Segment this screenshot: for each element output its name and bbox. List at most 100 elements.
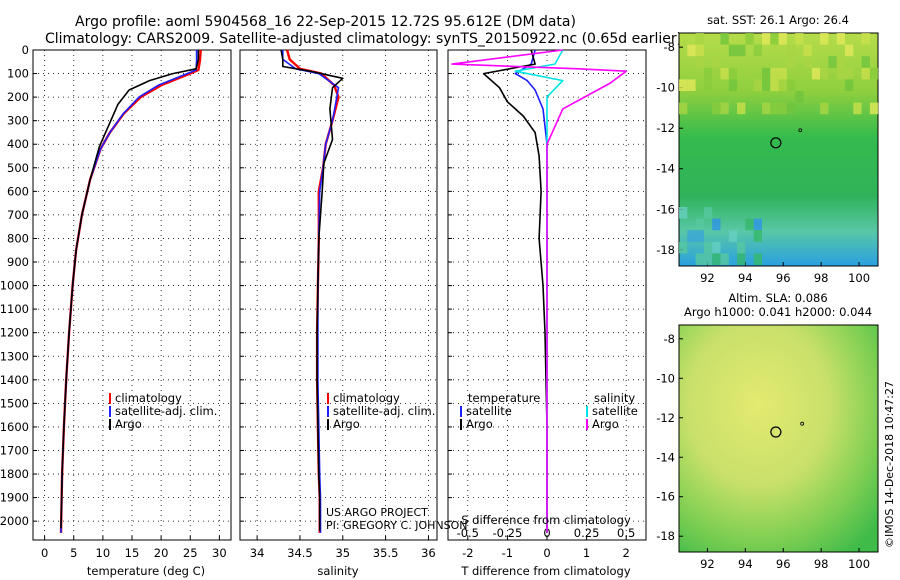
- salinity-panel: 34 34.5 35 35.5 36: [239, 49, 438, 560]
- sst-cell: [770, 67, 779, 80]
- sst-cell: [786, 44, 796, 57]
- sst-cell: [753, 79, 762, 91]
- y-tick-label: 1500: [0, 396, 29, 410]
- map-y-tick-label: -16: [656, 202, 675, 216]
- sst-cell: [687, 44, 696, 57]
- legend-label-satellite: satellite-adj. clim.: [333, 404, 435, 418]
- sst-cell: [778, 33, 787, 45]
- sst-cell: [703, 207, 713, 219]
- sst-cell: [762, 67, 771, 80]
- map-x-tick-label: 92: [700, 271, 715, 285]
- map-x-tick-label: 96: [776, 557, 791, 571]
- sst-cell: [679, 102, 688, 115]
- map-x-tick-label: 96: [776, 271, 791, 285]
- sst-cell: [869, 67, 879, 80]
- y-tick-label: 1800: [0, 467, 29, 481]
- sla-map-title-line1: Altim. SLA: 0.086: [728, 291, 827, 305]
- sst-cell: [853, 102, 862, 115]
- series-line-t-satellite: [514, 49, 548, 533]
- map-y-tick-label: -12: [656, 121, 675, 135]
- sst-map: 92 94 96 98 100 -8 -10 -12 -14 -16 -18: [656, 32, 879, 285]
- sst-cell: [695, 56, 704, 68]
- y-tick-label: 900: [7, 255, 29, 269]
- legend-label-argo: Argo: [333, 417, 360, 431]
- timestamp: ©IMOS 14-Dec-2018 10:47:27: [883, 381, 896, 548]
- salinity-legend: climatology satellite-adj. clim. Argo: [327, 391, 435, 431]
- sst-cell: [753, 253, 762, 265]
- legend-label-t-satellite: satellite: [466, 404, 512, 418]
- map-y-tick-label: -14: [656, 450, 675, 464]
- map-y-tick-label: -18: [656, 529, 675, 543]
- map-x-tick-label: 98: [814, 271, 829, 285]
- sst-cell: [778, 102, 787, 115]
- sst-cell: [712, 241, 721, 254]
- map-y-tick-label: -18: [656, 243, 675, 257]
- map-y-tick-label: -16: [656, 490, 675, 504]
- sst-cell: [753, 44, 762, 57]
- sst-cell: [861, 33, 870, 45]
- sst-cell: [720, 33, 729, 45]
- x-tick-label: 34: [250, 546, 265, 560]
- sst-cell: [687, 230, 696, 242]
- sst-cell: [728, 67, 738, 80]
- sst-cell: [778, 79, 787, 91]
- sst-cell: [845, 67, 854, 80]
- temperature-legend: climatology satellite-adj. clim. Argo: [109, 391, 217, 431]
- legend-label-argo: Argo: [115, 417, 142, 431]
- sst-cell: [712, 218, 721, 231]
- sst-cell: [820, 102, 829, 115]
- x-tick-label: 1: [583, 546, 590, 560]
- s-diff-xlabel: S difference from climatology: [461, 513, 631, 527]
- plot-frame: [239, 49, 438, 541]
- map-y-tick-label: -8: [664, 40, 675, 54]
- sst-cell: [836, 67, 845, 80]
- legend-label-t-argo: Argo: [466, 417, 493, 431]
- sst-cell: [836, 33, 845, 45]
- sst-cell: [770, 102, 779, 115]
- sst-cell: [762, 33, 771, 45]
- x-tick-label: 25: [183, 546, 198, 560]
- y-tick-label: 1100: [0, 302, 29, 316]
- sst-cell: [703, 79, 713, 91]
- sst-cell: [786, 102, 796, 115]
- difference-legend: temperature satellite Argo salinity sate…: [460, 391, 638, 431]
- x-tick-label: 10: [96, 546, 111, 560]
- sst-cell: [695, 230, 704, 242]
- sst-cell: [770, 33, 779, 45]
- sst-cell: [728, 230, 738, 242]
- legend-title-temperature: temperature: [468, 391, 540, 405]
- y-tick-label: 1400: [0, 373, 29, 387]
- y-tick-label: 1000: [0, 279, 29, 293]
- credit-pi: PI: GREGORY C. JOHNSON: [326, 519, 467, 532]
- x-tick-label-s: -0.5: [457, 526, 479, 540]
- x-tick-label: 20: [154, 546, 169, 560]
- sst-cell: [695, 44, 704, 57]
- sst-cell: [695, 218, 704, 231]
- x-tick-label: 2: [623, 546, 630, 560]
- figure-title-line2: Climatology: CARS2009. Satellite-adjuste…: [45, 31, 682, 47]
- sst-cell: [820, 67, 829, 80]
- sst-cell: [720, 102, 729, 115]
- map-y-tick-label: -12: [656, 411, 675, 425]
- y-tick-label: 400: [7, 137, 29, 151]
- series-line-argo: [60, 50, 200, 529]
- temperature-panel: 0100200300400500600700800900100011001200…: [0, 43, 232, 560]
- sst-cell: [728, 44, 738, 57]
- series-line-s-argo: [451, 49, 628, 533]
- sst-cell: [845, 44, 854, 57]
- map-point-marker: [798, 128, 803, 133]
- sst-cell: [703, 241, 713, 254]
- map-x-tick-label: 100: [848, 557, 870, 571]
- credit-project: US ARGO PROJECT: [326, 506, 428, 519]
- legend-label-satellite: satellite-adj. clim.: [115, 404, 217, 418]
- sst-cell: [820, 33, 829, 45]
- series-line-t-argo: [482, 49, 548, 533]
- map-y-tick-label: -10: [656, 371, 675, 385]
- y-tick-label: 1300: [0, 349, 29, 363]
- t-diff-xlabel: T difference from climatology: [460, 564, 631, 578]
- x-tick-label: 5: [70, 546, 77, 560]
- sst-cell: [720, 253, 729, 265]
- sst-cell: [786, 79, 796, 91]
- x-tick-label: 35.5: [373, 546, 399, 560]
- y-tick-label: 600: [7, 184, 29, 198]
